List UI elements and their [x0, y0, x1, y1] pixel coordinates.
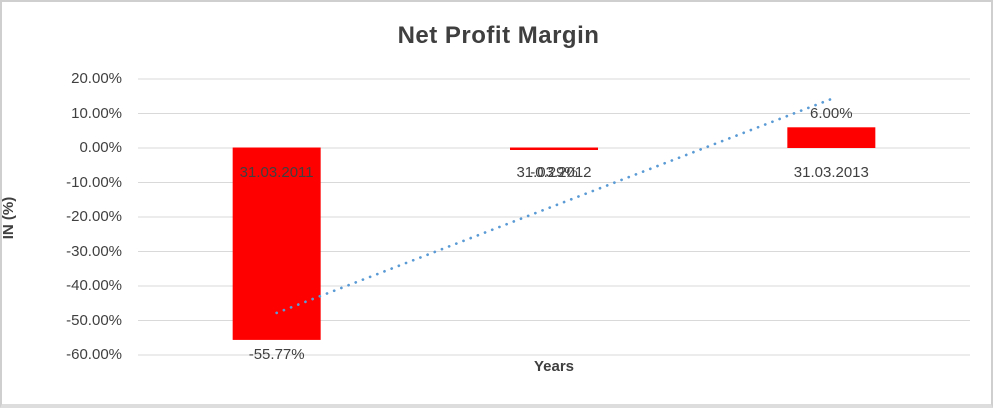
- trendline: [275, 97, 833, 315]
- y-tick-label: -20.00%: [66, 208, 122, 225]
- chart-title: Net Profit Margin: [397, 22, 600, 49]
- y-tick-label: -60.00%: [66, 346, 122, 363]
- y-tick-label: -40.00%: [66, 277, 122, 294]
- y-tick-label: -10.00%: [66, 173, 122, 191]
- bar: [787, 127, 876, 148]
- y-tick-label: 20.00%: [71, 70, 122, 87]
- y-tick-label: -30.00%: [66, 242, 122, 260]
- category-label: 31.03.2013: [793, 164, 869, 181]
- data-label: -0.29%: [530, 164, 578, 181]
- y-tick-label: 0.00%: [79, 139, 122, 156]
- bar: [510, 147, 598, 150]
- data-label: -55.77%: [248, 346, 305, 364]
- y-tick-label: 10.00%: [71, 104, 122, 122]
- bar: [232, 147, 321, 340]
- data-label: 6.00%: [810, 105, 853, 123]
- x-axis-title: Years: [533, 358, 575, 375]
- category-label: 31.03.2012: [516, 164, 592, 181]
- y-tick-label: -50.00%: [66, 311, 122, 329]
- category-label: 31.03.2011: [239, 164, 314, 181]
